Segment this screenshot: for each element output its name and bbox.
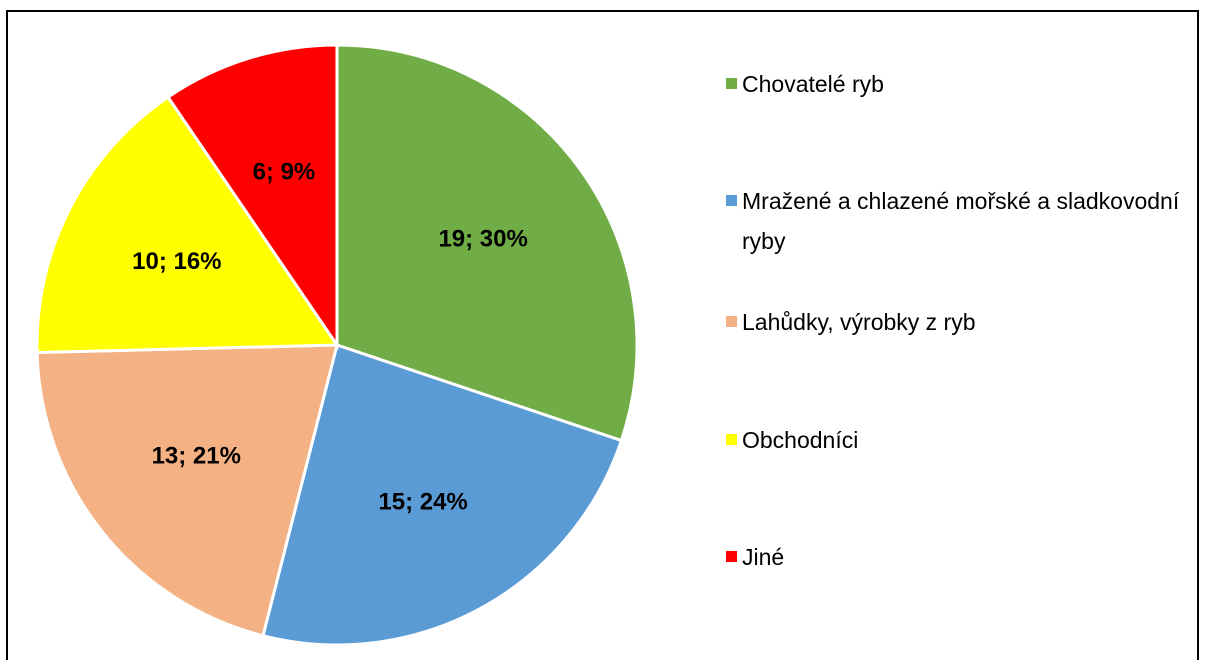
legend-item: Mražené a chlazené mořské a sladkovodní … (726, 181, 1182, 261)
legend-label: Mražené a chlazené mořské a sladkovodní … (742, 188, 1180, 254)
pie-slice (335, 43, 639, 443)
legend-swatch (726, 316, 737, 327)
chart-frame (6, 10, 1199, 660)
legend-label: Jiné (742, 544, 785, 570)
legend-item: Lahůdky, výrobky z ryb (726, 302, 1182, 342)
legend-item: Chovatelé ryb (726, 64, 1182, 104)
legend-label: Obchodníci (742, 427, 859, 453)
data-label: 6; 9% (253, 158, 316, 185)
data-label: 10; 16% (132, 248, 221, 275)
legend-swatch (726, 551, 737, 562)
legend-label: Lahůdky, výrobky z ryb (742, 309, 976, 335)
pie-slice (261, 343, 624, 647)
legend-item: Jiné (726, 537, 1182, 577)
pie-slice (35, 95, 340, 355)
legend-swatch (726, 78, 737, 89)
data-label: 13; 21% (152, 443, 241, 470)
pie-slice (35, 343, 339, 638)
legend-swatch (726, 195, 737, 206)
pie-slice (165, 43, 339, 350)
legend-swatch (726, 434, 737, 445)
legend-item: Obchodníci (726, 420, 1182, 460)
data-label: 15; 24% (378, 488, 467, 515)
legend-label: Chovatelé ryb (742, 71, 884, 97)
data-label: 19; 30% (438, 225, 527, 252)
